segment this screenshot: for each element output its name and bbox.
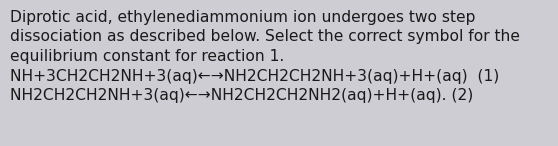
Text: NH+3CH2CH2NH+3(aq)←→NH2CH2CH2NH+3(aq)+H+(aq)  (1): NH+3CH2CH2NH+3(aq)←→NH2CH2CH2NH+3(aq)+H+… xyxy=(10,68,499,84)
Text: dissociation as described below. Select the correct symbol for the: dissociation as described below. Select … xyxy=(10,29,520,45)
Text: NH2CH2CH2NH+3(aq)←→NH2CH2CH2NH2(aq)+H+(aq). (2): NH2CH2CH2NH+3(aq)←→NH2CH2CH2NH2(aq)+H+(a… xyxy=(10,88,473,103)
Text: Diprotic acid, ethylenediammonium ion undergoes two step: Diprotic acid, ethylenediammonium ion un… xyxy=(10,10,475,25)
Text: equilibrium constant for reaction 1.: equilibrium constant for reaction 1. xyxy=(10,49,284,64)
